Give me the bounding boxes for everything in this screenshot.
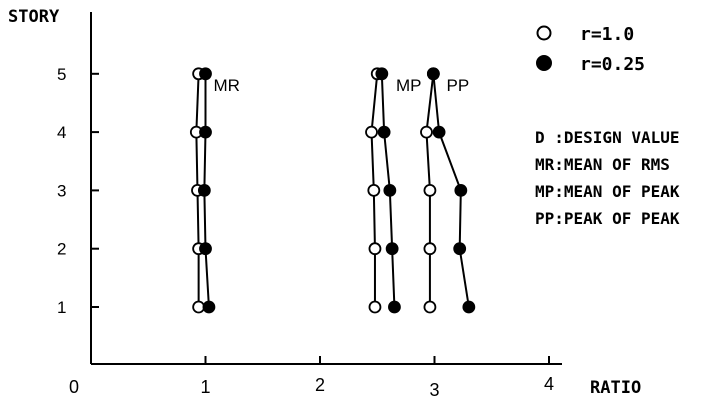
data-point-mr-filled (199, 242, 212, 256)
data-point-pp-filled (454, 183, 468, 197)
data-point-mp-filled (385, 242, 399, 256)
legend-label-r025: r=0.25 (580, 54, 645, 75)
x-tick-label: 3 (430, 380, 440, 400)
data-point-pp-open (423, 300, 437, 314)
group-label-mp: MP (396, 76, 422, 95)
y-tick-label: 2 (57, 240, 66, 259)
y-axis-title: STORY (8, 7, 60, 27)
data-point-pp-open (423, 242, 437, 256)
x-axis-title: RATIO (590, 378, 641, 398)
y-tick-label: 5 (57, 65, 66, 84)
legend-label-r1: r=1.0 (580, 24, 634, 45)
data-point-mp-filled (388, 300, 401, 314)
y-tick-label: 1 (57, 298, 66, 317)
y-tick-label: 4 (57, 123, 66, 142)
legend-definition-mr: MR:MEAN OF RMS (535, 155, 670, 174)
data-point-mp-open (368, 242, 382, 256)
data-point-mp-open (368, 300, 382, 314)
data-point-pp-filled (462, 300, 476, 314)
data-point-pp-open (420, 125, 433, 139)
axis-ticks: 0 1 2 3 4 1 2 3 4 5 (57, 65, 554, 400)
y-tick-label: 3 (57, 181, 66, 200)
group-labels: MR MP PP (214, 76, 470, 95)
data-point-mp-open (365, 125, 378, 139)
data-point-mr-filled (202, 300, 216, 314)
data-point-pp-filled (432, 125, 446, 139)
data-point-pp-open (423, 183, 437, 197)
data-point-mp-filled (377, 125, 391, 139)
data-point-mp-filled (375, 67, 389, 81)
legend-definition-d: D :DESIGN VALUE (535, 128, 680, 147)
series-layer (189, 67, 476, 314)
legend-filled-marker (536, 55, 552, 71)
data-point-mr-filled (199, 125, 212, 139)
data-point-pp-filled (453, 242, 467, 256)
x-tick-label: 2 (315, 375, 325, 395)
group-label-pp: PP (447, 76, 470, 95)
data-point-mp-filled (383, 183, 397, 197)
data-point-mr-open (192, 300, 206, 314)
legend-definition-pp: PP:PEAK OF PEAK (535, 209, 680, 228)
x-tick-label: 4 (544, 374, 554, 394)
data-point-mr-filled (197, 183, 211, 197)
group-label-mr: MR (214, 76, 240, 95)
data-point-pp-filled (426, 67, 440, 81)
data-point-mp-open (367, 183, 381, 197)
legend-open-marker (536, 25, 552, 41)
x-tick-label: 0 (69, 377, 79, 397)
legend-definition-mp: MP:MEAN OF PEAK (535, 182, 680, 201)
x-tick-label: 1 (201, 377, 211, 397)
legend: r=1.0 r=0.25 D :DESIGN VALUE MR:MEAN OF … (535, 24, 680, 228)
data-point-mr-filled (199, 67, 212, 81)
